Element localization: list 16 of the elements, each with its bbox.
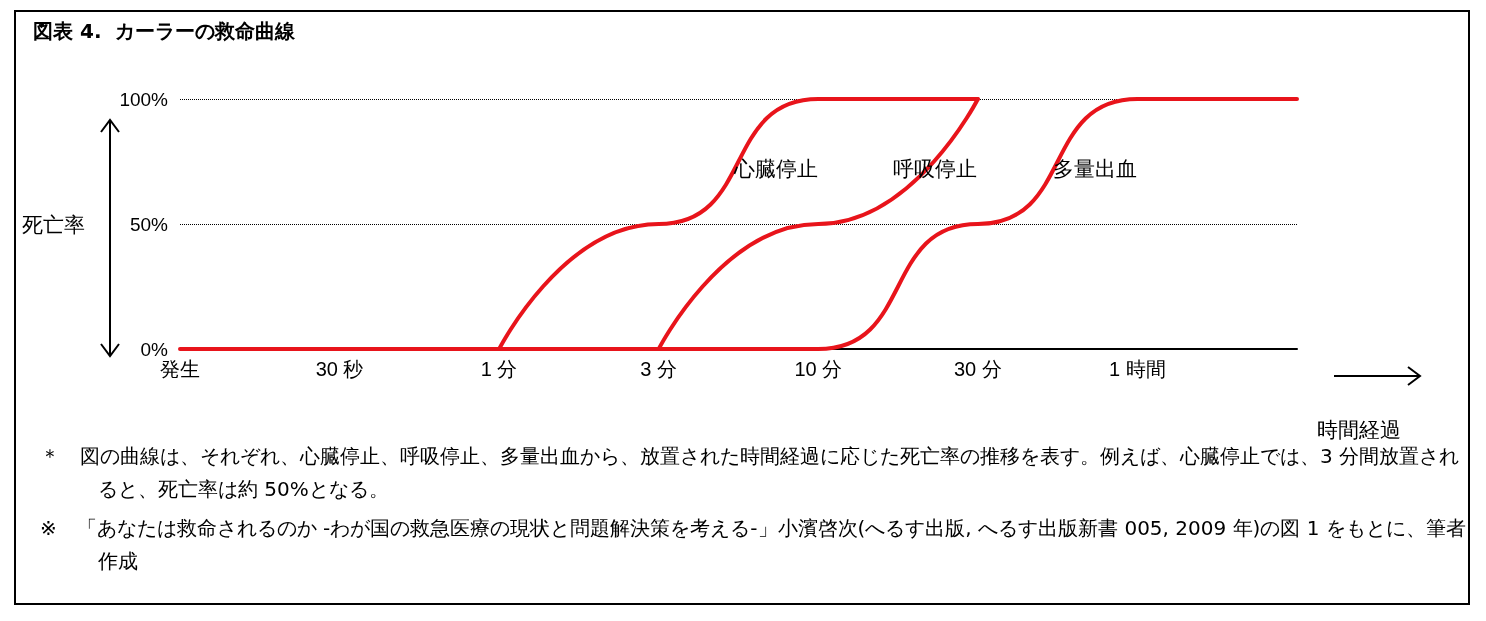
chart-title: 図表 4. カーラーの救命曲線 [33, 19, 297, 43]
x-tick-label: 10 分 [794, 358, 843, 380]
x-tick-label: 発生 [160, 358, 200, 380]
x-axis-title: 時間経過 [1317, 418, 1401, 441]
y-tick-label: 50% [129, 213, 169, 235]
y-axis-title: 死亡率 [22, 212, 85, 236]
y-tick-label: 100% [119, 88, 169, 110]
x-tick-label: 1 時間 [1109, 358, 1166, 380]
x-tick-label: 3 分 [640, 358, 678, 380]
series-label: 多量出血 [1052, 157, 1137, 181]
text: ＊ 図の曲線は、それぞれ、心臓停止、呼吸停止、多量出血から、放置された時間経過に応じた死亡率の推移を表す。例えば、心臓停止では、3 分間放置されると、死亡率は約 50%となる。 [40, 443, 1461, 503]
x-tick-label: 1 分 [480, 358, 518, 380]
x-tick-label: 30 秒 [315, 358, 364, 380]
y-tick-label: 0% [140, 338, 169, 360]
text: ※ 「あなたは救命されるのか -わが国の救急医療の現状と問題解決策を考える-」小濱啓次(へるす出版, へるす出版新書 005, 2009 年)の図 1 をもとに、筆者作成 [40, 515, 1467, 575]
x-tick-label: 30 分 [953, 358, 1002, 380]
